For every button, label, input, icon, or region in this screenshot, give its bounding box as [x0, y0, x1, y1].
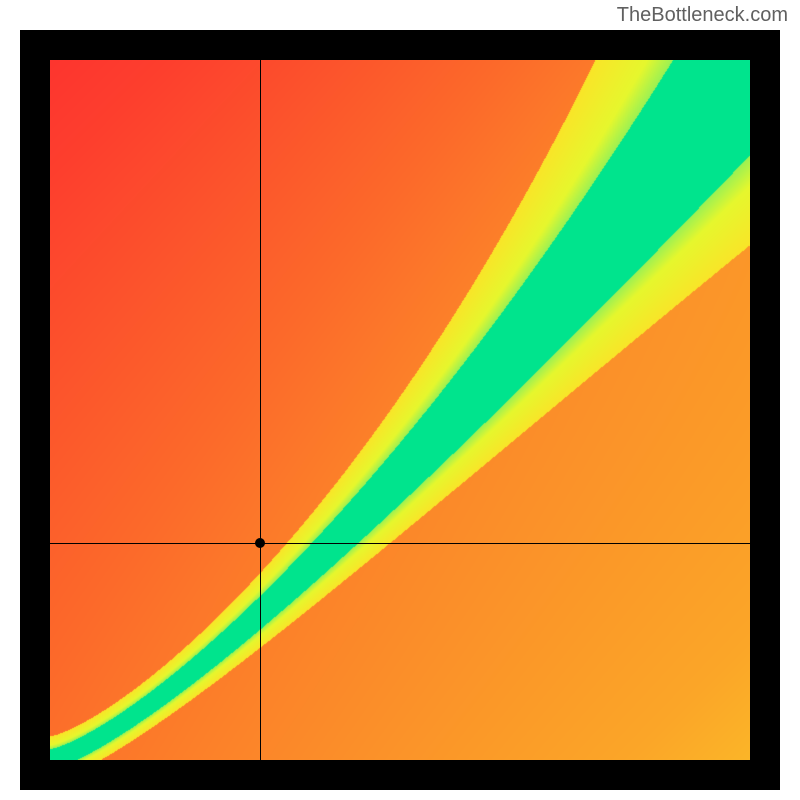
watermark-text: TheBottleneck.com: [617, 4, 788, 27]
plot-frame: [20, 30, 780, 790]
heatmap-canvas: [50, 60, 750, 760]
chart-container: TheBottleneck.com: [0, 0, 800, 800]
heatmap-plot: [50, 60, 750, 760]
